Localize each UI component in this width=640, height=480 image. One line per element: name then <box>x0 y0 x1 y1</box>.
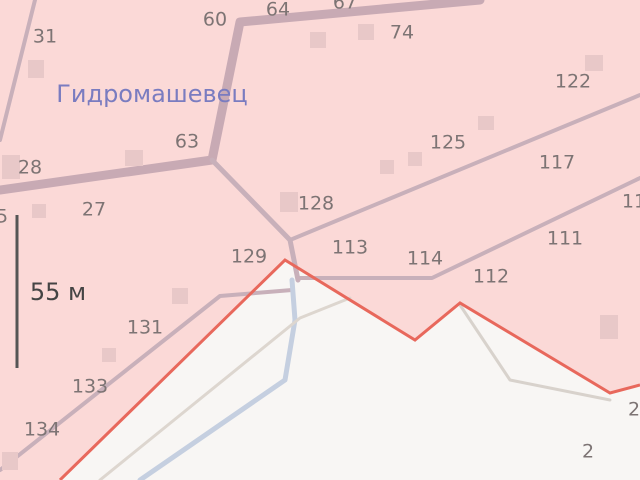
house-number: 122 <box>555 71 591 93</box>
house-number: 60 <box>203 9 227 31</box>
scale-label: 55 м <box>30 278 86 306</box>
house-number: 113 <box>332 237 368 259</box>
house-number: 64 <box>266 0 290 21</box>
house-number: 133 <box>72 376 108 398</box>
building <box>32 204 46 218</box>
house-number: 134 <box>24 419 60 441</box>
house-number: 28 <box>18 157 42 179</box>
building <box>280 192 298 212</box>
building <box>2 452 18 470</box>
road <box>296 176 640 280</box>
outside-area <box>60 260 640 480</box>
building <box>358 24 374 40</box>
building <box>380 160 394 174</box>
building <box>310 32 326 48</box>
building <box>28 60 44 78</box>
road <box>0 288 294 472</box>
building <box>172 288 188 304</box>
house-number: 131 <box>127 317 163 339</box>
boundary <box>58 258 640 480</box>
house-numbers: 31 60 64 67 74 122 63 125 117 28 25 27 128 11 129 113 11… <box>0 0 640 463</box>
building <box>600 315 618 339</box>
house-number: 63 <box>175 131 199 153</box>
house-number: 114 <box>407 248 443 270</box>
house-number: 27 <box>82 199 106 221</box>
house-number: 125 <box>430 132 466 154</box>
house-number: 112 <box>473 266 509 288</box>
house-number: 128 <box>298 193 334 215</box>
path <box>98 296 352 480</box>
road <box>0 0 485 195</box>
house-number: 31 <box>33 26 57 48</box>
house-number: 74 <box>390 22 414 44</box>
building <box>585 55 603 71</box>
place-label: Гидромашевец <box>56 80 248 108</box>
house-number: 25 <box>0 206 8 228</box>
house-number: 129 <box>231 246 267 268</box>
building <box>2 155 20 179</box>
building <box>125 150 143 166</box>
house-number: 111 <box>547 228 583 250</box>
building <box>408 152 422 166</box>
road <box>288 93 640 242</box>
house-number: 117 <box>539 152 575 174</box>
stream <box>137 277 298 480</box>
path <box>458 303 612 402</box>
road <box>0 0 37 142</box>
building <box>478 116 494 130</box>
house-number: 2 <box>582 441 594 463</box>
building <box>102 348 116 362</box>
house-number: 2 <box>628 399 640 421</box>
house-number: 67 <box>333 0 357 14</box>
house-number: 11 <box>622 191 640 213</box>
buildings <box>2 24 618 470</box>
